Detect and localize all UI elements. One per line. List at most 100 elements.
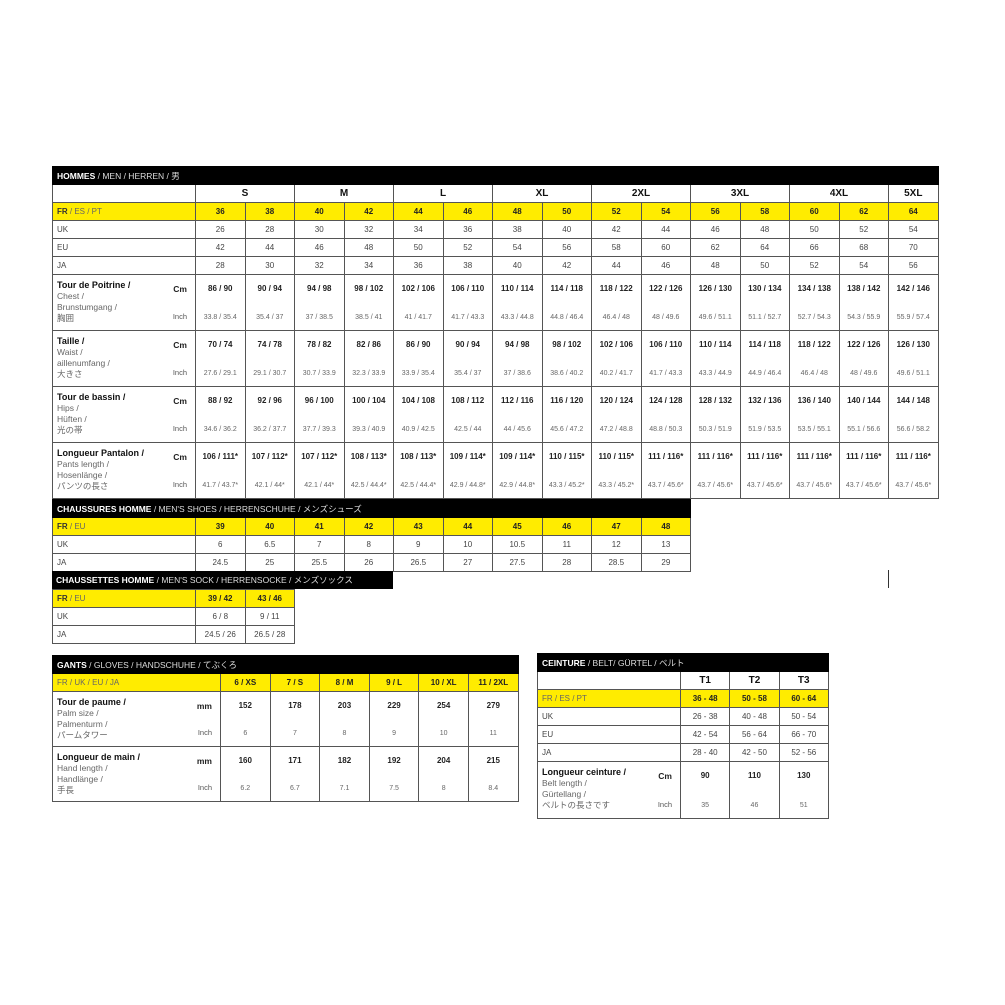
value-metric: 88 / 92	[208, 396, 233, 405]
size-value: 66 - 70	[778, 725, 829, 744]
measurement-label: Longueur Pantalon / Pants length / Hosenlä…	[52, 442, 196, 499]
value-inch: 8	[441, 785, 446, 792]
value-inch: 37 / 38.5	[305, 314, 333, 321]
size-value: 38	[244, 202, 295, 221]
measurement-label: Taille / Waist / aillenumfang / 大きさ Cm Inch	[52, 330, 196, 387]
measurement-value: 107 / 112* 42.1 / 44*	[294, 442, 345, 499]
measurement-value: 171 6.7	[269, 746, 321, 802]
measurement-value: 104 / 108 40.9 / 42.5	[393, 386, 444, 443]
measurement-row: Taille / Waist / aillenumfang / 大きさ Cm Inch 70…	[52, 330, 939, 387]
men-title: HOMMES / MEN / HERREN / 男	[52, 166, 939, 185]
measurement-value: 110 / 115* 43.3 / 45.2*	[541, 442, 592, 499]
size-value: 44	[591, 256, 642, 275]
measurement-names: Tour de paume / Palm size / Palmenturm / パー…	[57, 697, 126, 741]
title-rest: / MEN'S SHOES / HERRENSCHUHE / メンズシューズ	[151, 503, 362, 514]
title-row: CEINTURE / BELT/ GÜRTEL / ベルト	[537, 653, 829, 672]
size-value: 56	[541, 238, 592, 257]
region-label-rest: EU	[542, 730, 554, 739]
measurement-row: Longueur de main / Hand length / Handlänge…	[52, 746, 519, 802]
value-inch: 51.1 / 52.7	[748, 314, 782, 321]
value-inch: 43.3 / 44.8	[500, 314, 534, 321]
unit-inch: Inch	[172, 480, 187, 489]
size-value: 34	[393, 220, 444, 239]
value-metric: 78 / 82	[307, 340, 332, 349]
measurement-value: 182 7.1	[319, 746, 370, 802]
size-value: 46	[442, 202, 493, 221]
value-inch: 7.1	[339, 785, 350, 792]
size-value: 36	[442, 220, 493, 239]
value-inch: 43.7 / 45.6*	[697, 482, 734, 489]
unit-inch: Inch	[172, 368, 187, 377]
measurement-value: 111 / 116* 43.7 / 45.6*	[739, 442, 790, 499]
size-value: 50 - 54	[778, 707, 829, 726]
value-inch: 35.4 / 37	[454, 370, 482, 377]
size-value: 50	[393, 238, 444, 257]
region-label: JA	[537, 743, 681, 762]
size-value: 42	[541, 256, 592, 275]
value-inch: 41.7 / 43.3	[451, 314, 485, 321]
measurement-value: 142 / 146 55.9 / 57.4	[888, 274, 939, 331]
region-label: FR / ES / PT	[537, 689, 681, 708]
measurement-name: Hüften /	[57, 414, 87, 424]
size-value: 40 - 48	[729, 707, 780, 726]
size-value: 42	[591, 220, 642, 239]
measurement-name: Chest /	[57, 291, 84, 301]
title-rest: / BELT/ GÜRTEL / ベルト	[585, 657, 685, 668]
region-label: UK	[52, 535, 196, 554]
size-group-row: S M L XL 2XL 3XL 4XL 5XL	[52, 184, 939, 203]
socks-title-rest: / MEN'S SOCK / HERRENSOCKE / メンズソックス	[154, 575, 353, 585]
measurement-value: 114 / 118 44.8 / 46.4	[541, 274, 592, 331]
region-label-rest: FR / ES / PT	[542, 694, 587, 703]
value-inch: 46.4 / 48	[800, 370, 828, 377]
region-label-bold: FR	[57, 522, 68, 531]
measurement-names: Taille / Waist / aillenumfang / 大きさ	[57, 336, 110, 380]
measurement-value: 132 / 136 51.9 / 53.5	[739, 386, 790, 443]
value-metric: 112 / 116	[501, 396, 534, 405]
size-value: 24.5	[195, 553, 246, 572]
value-metric: 116 / 120	[550, 396, 584, 405]
value-inch: 40.9 / 42.5	[401, 426, 435, 433]
region-label-rest: / EU	[67, 522, 86, 531]
size-value: 47	[591, 517, 642, 536]
size-group-header: T2	[729, 671, 780, 690]
size-value: 46	[541, 517, 592, 536]
size-value: 30	[244, 256, 295, 275]
value-inch: 42.1 / 44*	[304, 482, 335, 489]
size-value: 50	[541, 202, 592, 221]
size-value: 52	[838, 220, 889, 239]
value-metric: 92 / 96	[257, 396, 282, 405]
size-value: 44	[393, 202, 444, 221]
value-inch: 30.7 / 33.9	[302, 370, 336, 377]
size-value: 38	[492, 220, 543, 239]
unit-primary: Cm	[173, 396, 187, 406]
size-value: 38	[442, 256, 493, 275]
size-value: 32	[294, 256, 345, 275]
size-value: 6.5	[244, 535, 295, 554]
value-inch: 38.6 / 40.2	[550, 370, 584, 377]
measurement-value: 110 / 115* 43.3 / 45.2*	[591, 442, 642, 499]
measurement-name: Hosenlänge /	[57, 470, 108, 480]
size-value: 39	[195, 517, 246, 536]
size-value: 54	[888, 220, 939, 239]
value-inch: 7	[292, 730, 297, 737]
value-inch: 55.1 / 56.6	[847, 426, 881, 433]
measurement-name: 大きさ	[57, 369, 83, 379]
measurement-label: Tour de paume / Palm size / Palmenturm / パー…	[52, 691, 221, 747]
size-value: 58	[739, 202, 790, 221]
region-label-rest: / EU	[67, 594, 86, 603]
region-label: FR / UK / EU / JA	[52, 673, 221, 692]
size-value: 54	[838, 256, 889, 275]
region-label: UK	[52, 607, 196, 626]
size-value: 34	[343, 256, 394, 275]
size-value: 43	[393, 517, 444, 536]
value-metric: 140 / 144	[847, 396, 881, 405]
unit-primary: Cm	[173, 452, 187, 462]
value-metric: 108 / 112	[451, 396, 485, 405]
size-value: 42 - 54	[679, 725, 731, 744]
measurement-name: Hips /	[57, 403, 79, 413]
value-metric: 122 / 126	[847, 340, 881, 349]
measurement-value: 90 / 94 35.4 / 37	[442, 330, 493, 387]
measurement-name: Palmenturm /	[57, 719, 108, 729]
measurement-value: 106 / 110 41.7 / 43.3	[640, 330, 691, 387]
value-metric: 74 / 78	[257, 340, 282, 349]
